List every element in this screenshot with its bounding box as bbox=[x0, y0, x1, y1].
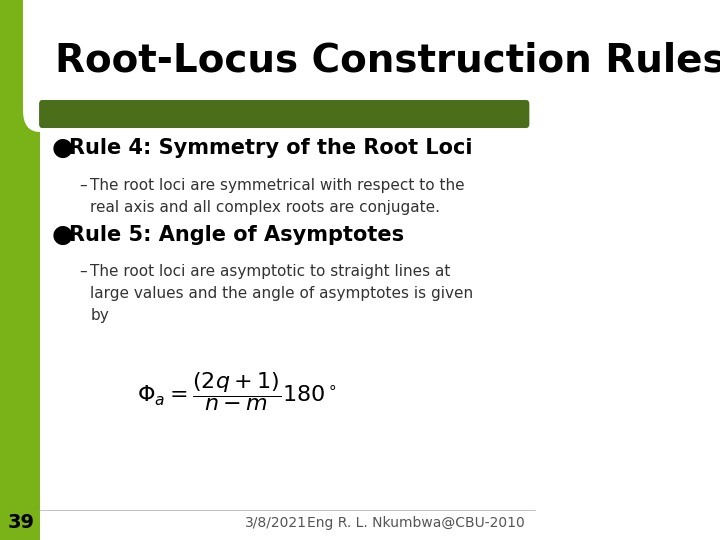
Text: 39: 39 bbox=[8, 514, 35, 532]
FancyBboxPatch shape bbox=[23, 0, 137, 132]
Text: –: – bbox=[80, 178, 87, 193]
Text: The root loci are symmetrical with respect to the
real axis and all complex root: The root loci are symmetrical with respe… bbox=[91, 178, 465, 215]
Text: The root loci are asymptotic to straight lines at
large values and the angle of : The root loci are asymptotic to straight… bbox=[91, 264, 474, 323]
FancyBboxPatch shape bbox=[39, 100, 529, 128]
Text: Eng R. L. Nkumbwa@CBU-2010: Eng R. L. Nkumbwa@CBU-2010 bbox=[307, 516, 525, 530]
Text: 3/8/2021: 3/8/2021 bbox=[245, 516, 307, 530]
FancyBboxPatch shape bbox=[0, 0, 115, 110]
Text: Rule 5: Angle of Asymptotes: Rule 5: Angle of Asymptotes bbox=[69, 225, 404, 245]
FancyBboxPatch shape bbox=[0, 0, 40, 540]
Text: –: – bbox=[80, 264, 87, 279]
Text: Rule 4: Symmetry of the Root Loci: Rule 4: Symmetry of the Root Loci bbox=[69, 138, 472, 158]
Text: ●: ● bbox=[52, 136, 74, 160]
Text: ●: ● bbox=[52, 223, 74, 247]
Text: Root-Locus Construction Rules: Root-Locus Construction Rules bbox=[55, 41, 720, 79]
Text: $\Phi_a = \dfrac{(2q+1)}{n-m}180^\circ$: $\Phi_a = \dfrac{(2q+1)}{n-m}180^\circ$ bbox=[138, 370, 338, 414]
